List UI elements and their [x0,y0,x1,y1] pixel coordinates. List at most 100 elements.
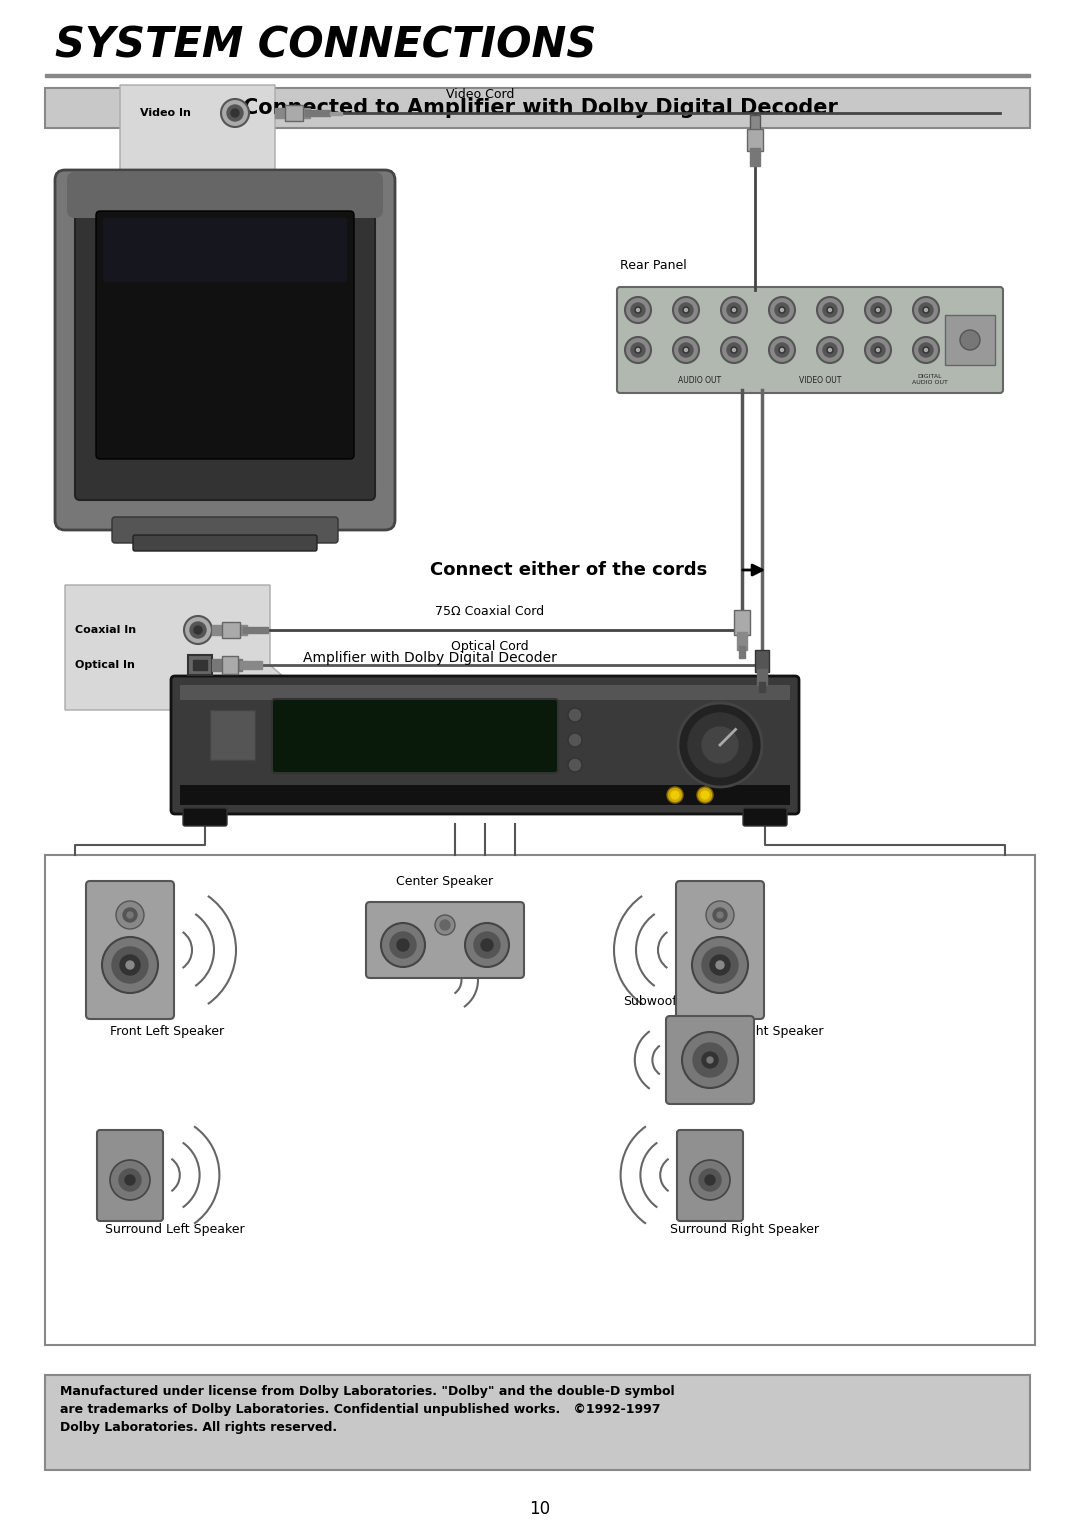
Circle shape [705,1175,715,1184]
Text: Optical In: Optical In [75,660,135,669]
Circle shape [631,303,645,317]
Text: Surround Right Speaker: Surround Right Speaker [670,1223,819,1236]
Text: 8: 8 [454,731,462,746]
Text: 8: 8 [397,731,406,746]
Circle shape [227,106,243,121]
Circle shape [440,921,450,930]
Bar [737,633,747,650]
FancyBboxPatch shape [86,881,174,1019]
Circle shape [125,1175,135,1184]
Bar [285,106,303,121]
Circle shape [706,901,734,928]
Text: Amplifier with Dolby Digital Decoder: Amplifier with Dolby Digital Decoder [303,651,557,665]
Circle shape [681,1033,738,1088]
Circle shape [702,947,738,984]
Circle shape [775,303,789,317]
FancyBboxPatch shape [272,699,558,774]
Circle shape [481,939,492,951]
Circle shape [126,961,134,970]
Text: SYSTEM CONNECTIONS: SYSTEM CONNECTIONS [55,25,596,67]
Circle shape [673,297,699,323]
Text: Center Speaker: Center Speaker [396,875,494,889]
Text: Video In: Video In [140,107,191,118]
FancyBboxPatch shape [617,286,1003,394]
Bar [180,784,789,804]
Circle shape [474,931,500,958]
Circle shape [731,348,737,352]
Circle shape [816,337,843,363]
Circle shape [716,961,724,970]
FancyBboxPatch shape [55,170,395,530]
Circle shape [568,758,582,772]
Bar [193,660,207,669]
Bar [330,112,342,115]
Circle shape [435,915,455,935]
Circle shape [779,306,785,313]
Circle shape [635,306,642,313]
Circle shape [781,348,783,351]
Circle shape [923,348,929,352]
Circle shape [685,348,688,351]
Circle shape [679,303,693,317]
Bar [750,149,760,165]
FancyBboxPatch shape [677,1131,743,1221]
Circle shape [127,912,133,918]
Bar [45,87,1030,129]
Bar [275,107,310,118]
Circle shape [713,908,727,922]
Circle shape [685,308,688,311]
Text: Optical Cord: Optical Cord [451,640,529,653]
Circle shape [865,337,891,363]
Bar [45,855,1035,1345]
Circle shape [568,732,582,748]
FancyBboxPatch shape [97,1131,163,1221]
Circle shape [120,954,140,974]
Circle shape [465,922,509,967]
Circle shape [190,622,206,637]
Circle shape [679,343,693,357]
Text: Subwoofer: Subwoofer [623,994,690,1008]
Circle shape [625,297,651,323]
Circle shape [397,939,409,951]
Text: 8: 8 [341,731,351,746]
FancyBboxPatch shape [133,535,318,552]
Circle shape [717,912,723,918]
Text: 75Ω Coaxial Cord: 75Ω Coaxial Cord [435,605,544,617]
Circle shape [870,343,885,357]
Circle shape [828,348,832,351]
Bar [45,74,1030,77]
Circle shape [731,306,737,313]
Circle shape [678,703,762,787]
Circle shape [827,348,833,352]
FancyBboxPatch shape [96,211,354,460]
Circle shape [769,297,795,323]
Bar [210,709,255,760]
Bar [212,659,242,671]
Circle shape [721,337,747,363]
Polygon shape [120,84,275,234]
Text: Connected to Amplifier with Dolby Digital Decoder: Connected to Amplifier with Dolby Digita… [243,98,837,118]
Circle shape [699,1169,721,1190]
Circle shape [119,1169,141,1190]
Bar [757,669,767,685]
Circle shape [923,306,929,313]
Circle shape [636,348,639,351]
Text: DIGITAL
AUDIO OUT: DIGITAL AUDIO OUT [913,374,948,385]
Circle shape [727,303,741,317]
FancyBboxPatch shape [666,1016,754,1105]
Circle shape [673,337,699,363]
Circle shape [631,343,645,357]
Bar [45,1376,1030,1471]
Circle shape [636,308,639,311]
Bar [305,110,330,116]
Circle shape [823,343,837,357]
Bar [188,656,212,676]
Circle shape [221,100,249,127]
Circle shape [960,329,980,349]
FancyBboxPatch shape [171,676,799,813]
Circle shape [693,1043,727,1077]
Bar [222,656,238,674]
Circle shape [913,297,939,323]
Circle shape [865,297,891,323]
Circle shape [823,303,837,317]
